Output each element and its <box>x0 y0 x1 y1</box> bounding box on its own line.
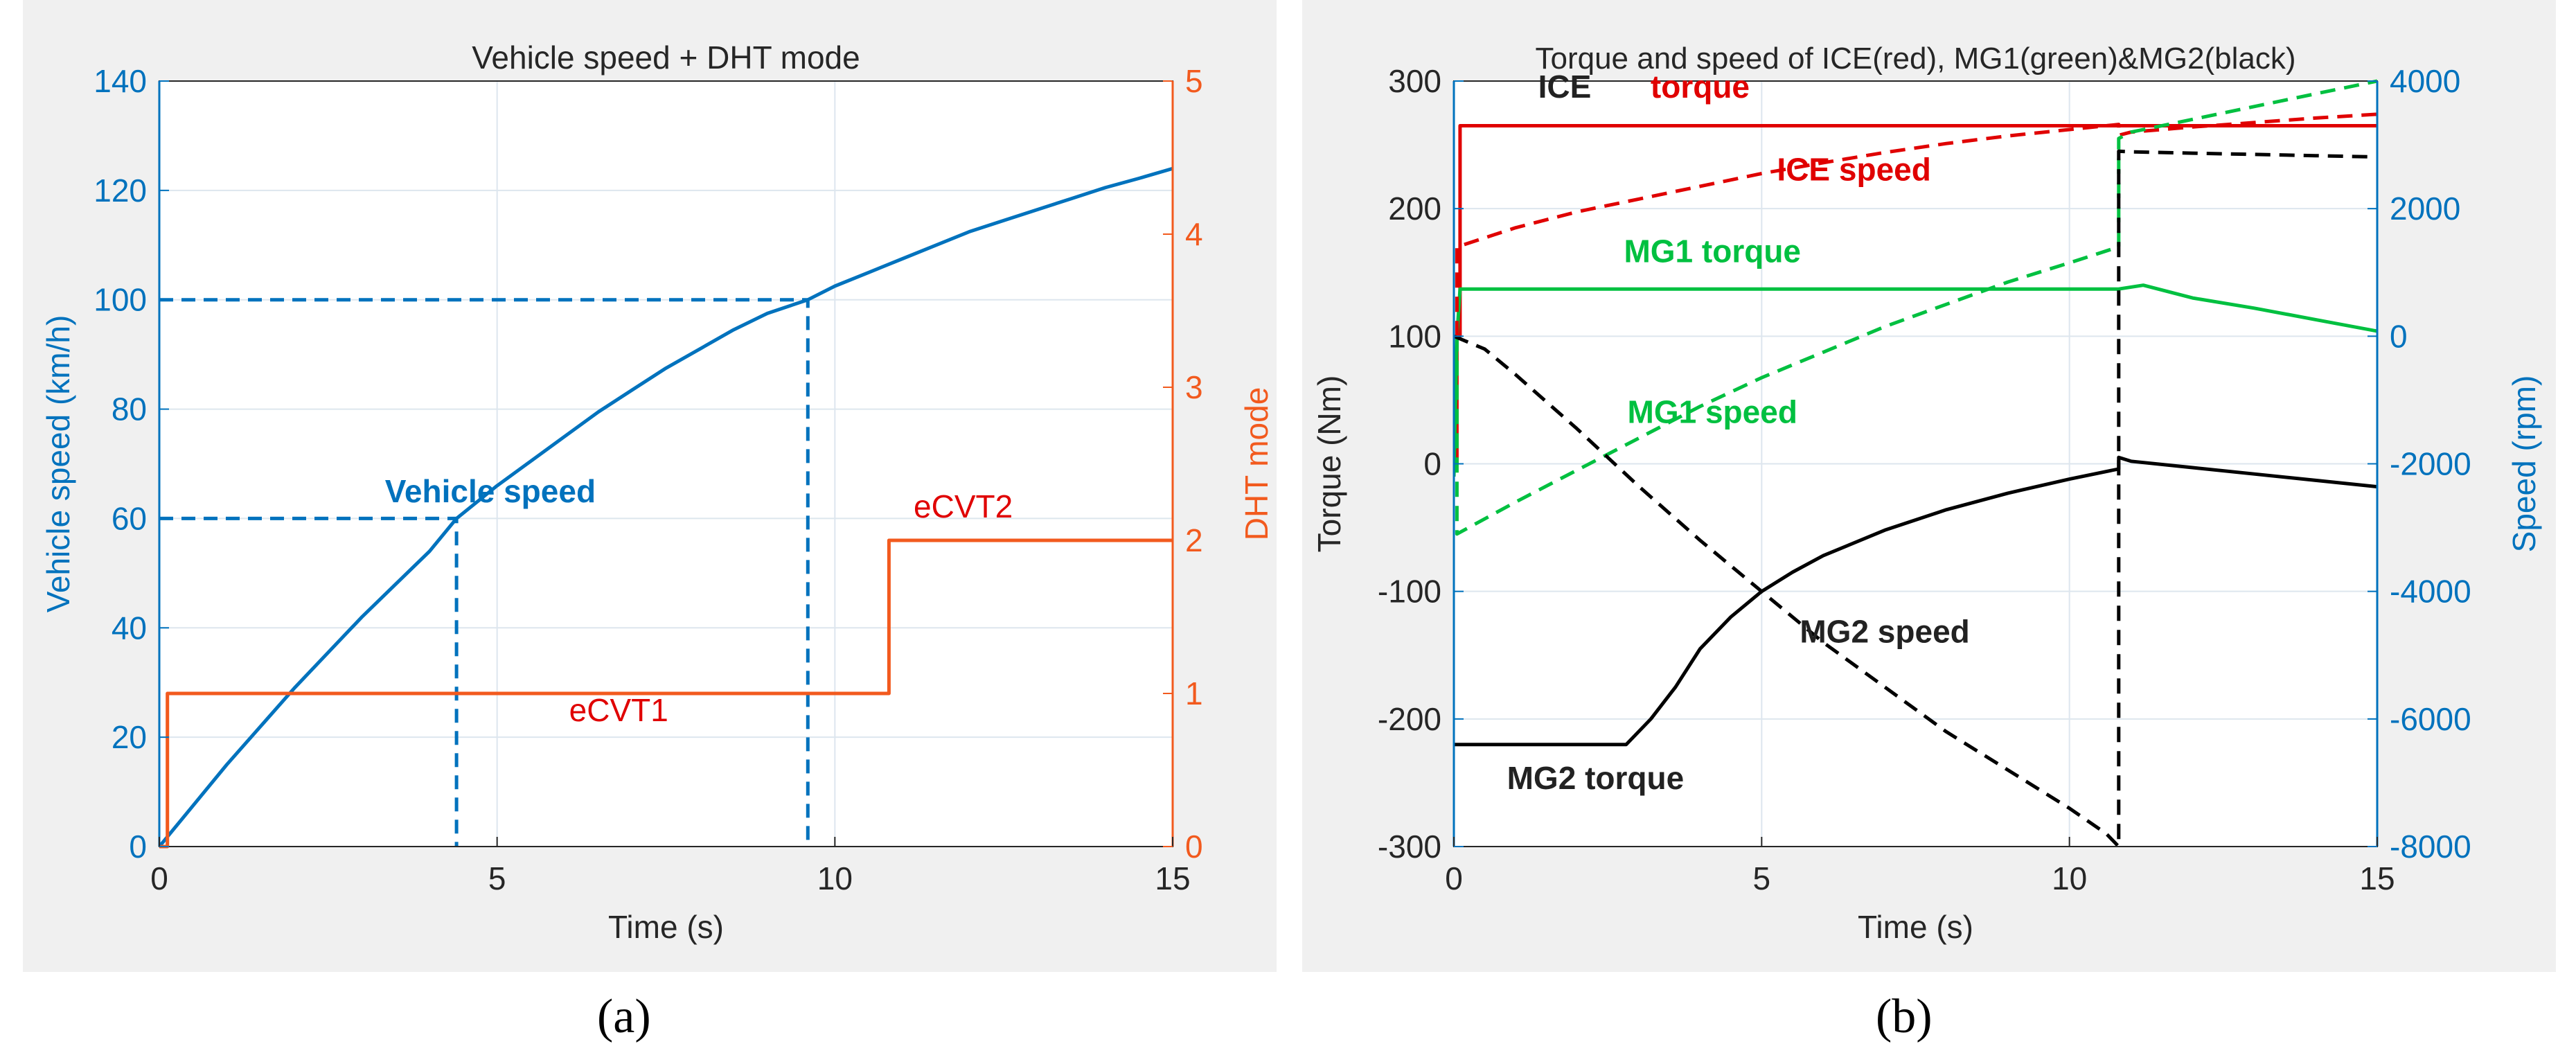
y-tick-label: 20 <box>112 719 147 755</box>
y-right-tick-label: 1 <box>1185 675 1203 711</box>
y-tick-label: 0 <box>129 829 147 865</box>
y-right-axis-label: DHT mode <box>1238 387 1274 541</box>
y-tick-label: -300 <box>1378 829 1441 865</box>
y-right-tick-label: -8000 <box>2390 829 2471 865</box>
caption-a: (a) <box>597 990 651 1043</box>
annotation-ecvt2: eCVT2 <box>914 488 1013 524</box>
series-mg2-speed <box>1454 149 2377 849</box>
y-axis-label: Vehicle speed (km/h) <box>40 315 76 613</box>
y-right-tick-label: 0 <box>1185 829 1203 865</box>
chart-title: Vehicle speed + DHT mode <box>472 39 860 76</box>
y-right-tick-label: 3 <box>1185 369 1203 405</box>
series-ice-speed <box>1455 112 2377 337</box>
annotation-mg1-torque: MG1 torque <box>1624 233 1801 269</box>
annotation-ice: ICE <box>1538 69 1592 105</box>
y-axis-label: Torque (Nm) <box>1311 375 1347 553</box>
x-tick-label: 0 <box>1445 860 1463 896</box>
x-axis-label: Time (s) <box>1858 909 1973 945</box>
x-tick-label: 10 <box>817 860 853 896</box>
y-right-tick-label: 4 <box>1185 216 1203 252</box>
annotation-ice-speed: ICE speed <box>1777 152 1930 188</box>
x-tick-label: 5 <box>488 860 506 896</box>
chart-title: Torque and speed of ICE(red), MG1(green)… <box>1535 42 2295 76</box>
y-tick-label: 300 <box>1388 63 1441 99</box>
y-tick-label: 60 <box>112 500 147 536</box>
annotation-mg2-speed: MG2 speed <box>1800 613 1969 649</box>
y-tick-label: 0 <box>1423 446 1441 482</box>
y-tick-label: 120 <box>94 172 147 209</box>
y-right-tick-label: -2000 <box>2390 446 2471 482</box>
series-mg2-torque <box>1454 455 2377 747</box>
y-right-axis-label: Speed (rpm) <box>2506 375 2542 553</box>
y-tick-label: 140 <box>94 63 147 99</box>
annotation-ecvt1: eCVT1 <box>569 692 668 728</box>
y-tick-label: 100 <box>1388 318 1441 354</box>
y-tick-label: 200 <box>1388 191 1441 227</box>
series-vehicle-speed <box>159 166 1173 848</box>
y-right-tick-label: 2 <box>1185 522 1203 558</box>
y-right-tick-label: 2000 <box>2390 191 2460 227</box>
x-tick-label: 15 <box>2359 860 2395 896</box>
x-axis-label: Time (s) <box>608 909 724 945</box>
y-right-tick-label: -6000 <box>2390 701 2471 737</box>
series-mg1-speed <box>1455 79 2377 536</box>
y-tick-label: -100 <box>1378 574 1441 610</box>
plot-area <box>159 81 1173 847</box>
x-tick-label: 0 <box>150 860 168 896</box>
y-tick-label: 40 <box>112 610 147 646</box>
annotation-torque: torque <box>1651 69 1750 105</box>
y-tick-label: 100 <box>94 282 147 318</box>
x-tick-label: 15 <box>1155 860 1190 896</box>
y-right-tick-label: -4000 <box>2390 574 2471 610</box>
annotation-vehicle-speed: Vehicle speed <box>385 473 596 509</box>
chart-b: 0 5 10 15 -300 -200 -100 0 100 200 300 -8000 -6000 -4… <box>1311 42 2542 945</box>
y-right-tick-label: 0 <box>2390 318 2408 354</box>
x-tick-label: 5 <box>1753 860 1771 896</box>
y-right-tick-label: 5 <box>1185 63 1203 99</box>
series-mg1-torque <box>1454 283 2377 477</box>
caption-b: (b) <box>1876 990 1933 1043</box>
y-tick-label: -200 <box>1378 701 1441 737</box>
y-right-tick-label: 4000 <box>2390 63 2460 99</box>
annotation-mg1-speed: MG1 speed <box>1628 394 1797 430</box>
x-tick-label: 10 <box>2052 860 2087 896</box>
annotation-mg2-torque: MG2 torque <box>1507 760 1685 796</box>
y-tick-label: 80 <box>112 391 147 427</box>
